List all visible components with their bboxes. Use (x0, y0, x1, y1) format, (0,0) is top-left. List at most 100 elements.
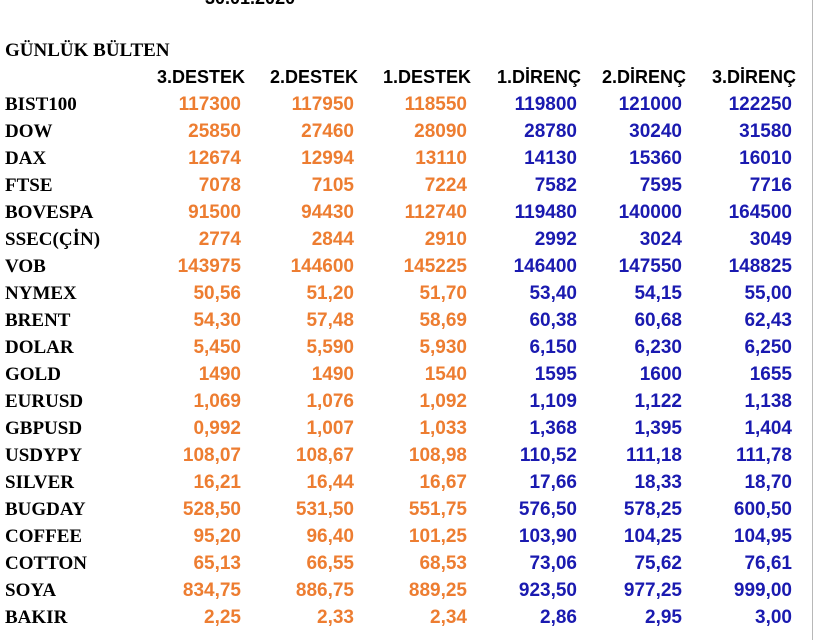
levels-table: 3.DESTEK 2.DESTEK 1.DESTEK 1.DİRENÇ 2.Dİ… (0, 64, 804, 631)
support-value: 96,40 (306, 526, 354, 547)
table-row: DOW 25850 27460 28090 28780 30240 31580 (0, 118, 804, 145)
instrument-name: SSEC(ÇİN) (5, 229, 101, 250)
resistance-value: 3,00 (755, 607, 792, 628)
support-value: 5,590 (306, 337, 354, 358)
instrument-name: USDYPY (5, 445, 83, 466)
resistance-value: 54,15 (634, 283, 682, 304)
table-row: EURUSD 1,069 1,076 1,092 1,109 1,122 1,138 (0, 388, 804, 415)
resistance-value: 122250 (728, 94, 792, 115)
resistance-value: 119480 (514, 202, 577, 223)
resistance-value: 73,06 (529, 553, 577, 574)
support-value: 2844 (311, 229, 354, 250)
support-value: 57,48 (306, 310, 354, 331)
resistance-value: 1,395 (634, 418, 682, 439)
instrument-name: BUGDAY (5, 499, 86, 520)
support-value: 16,44 (306, 472, 354, 493)
resistance-value: 3049 (749, 229, 792, 250)
instrument-name: BIST100 (5, 94, 77, 115)
support-value: 1,076 (306, 391, 354, 412)
resistance-value: 119800 (514, 94, 577, 115)
support-value: 5,450 (193, 337, 241, 358)
col-header-resistance-2: 2.DİRENÇ (601, 67, 686, 87)
support-value: 2,25 (204, 607, 241, 628)
resistance-value: 18,33 (634, 472, 682, 493)
resistance-value: 31580 (739, 121, 792, 142)
support-value: 1490 (311, 364, 354, 385)
table-row: NYMEX 50,56 51,20 51,70 53,40 54,15 55,00 (0, 280, 804, 307)
resistance-value: 164500 (728, 202, 792, 223)
instrument-name: DOW (5, 121, 53, 142)
table-row: COTTON 65,13 66,55 68,53 73,06 75,62 76,61 (0, 550, 804, 577)
col-header-support-2: 2.DESTEK (269, 67, 358, 87)
support-value: 531,50 (295, 499, 354, 520)
table-row: COFFEE 95,20 96,40 101,25 103,90 104,25 104,95 (0, 523, 804, 550)
support-value: 1540 (424, 364, 467, 385)
col-header-resistance-3: 3.DİRENÇ (711, 67, 796, 87)
support-value: 112740 (404, 202, 467, 223)
resistance-value: 17,66 (529, 472, 577, 493)
resistance-value: 1,109 (529, 391, 577, 412)
support-value: 12994 (301, 148, 354, 169)
resistance-value: 14130 (524, 148, 577, 169)
resistance-value: 147550 (618, 256, 682, 277)
resistance-value: 148825 (728, 256, 792, 277)
resistance-value: 576,50 (518, 499, 577, 520)
support-value: 94430 (301, 202, 354, 223)
instrument-name: BAKIR (5, 607, 68, 628)
resistance-value: 3024 (639, 229, 682, 250)
instrument-name: DOLAR (5, 337, 74, 358)
resistance-value: 104,95 (733, 526, 792, 547)
support-value: 143975 (177, 256, 241, 277)
table-row: SOYA 834,75 886,75 889,25 923,50 977,25 999,00 (0, 577, 804, 604)
instrument-name: EURUSD (5, 391, 84, 412)
support-value: 117300 (178, 94, 241, 115)
support-value: 101,25 (408, 526, 467, 547)
bulletin-date: 30.01.2020 (205, 0, 295, 9)
support-value: 108,98 (408, 445, 467, 466)
support-value: 145225 (403, 256, 467, 277)
instrument-name: DAX (5, 148, 47, 169)
support-value: 68,53 (419, 553, 467, 574)
resistance-value: 7716 (749, 175, 792, 196)
instrument-name: BRENT (5, 310, 71, 331)
support-value: 16,21 (193, 472, 241, 493)
table-row: SSEC(ÇİN) 2774 2844 2910 2992 3024 3049 (0, 226, 804, 253)
resistance-value: 53,40 (529, 283, 577, 304)
resistance-value: 578,25 (623, 499, 682, 520)
resistance-value: 977,25 (623, 580, 682, 601)
table-row: BUGDAY 528,50 531,50 551,75 576,50 578,25 600,… (0, 496, 804, 523)
resistance-value: 6,230 (634, 337, 682, 358)
resistance-value: 1,404 (744, 418, 792, 439)
support-value: 108,67 (295, 445, 354, 466)
resistance-value: 146400 (513, 256, 577, 277)
resistance-value: 60,38 (529, 310, 577, 331)
resistance-value: 6,150 (529, 337, 577, 358)
resistance-value: 7582 (534, 175, 577, 196)
support-value: 2774 (198, 229, 241, 250)
instrument-name: VOB (5, 256, 46, 277)
resistance-value: 55,00 (744, 283, 792, 304)
table-row: GOLD 1490 1490 1540 1595 1600 1655 (0, 361, 804, 388)
support-value: 16,67 (419, 472, 467, 493)
resistance-value: 2,86 (540, 607, 577, 628)
resistance-value: 1,368 (529, 418, 577, 439)
instrument-name: COTTON (5, 553, 88, 574)
instrument-name: SILVER (5, 472, 75, 493)
table-row: GBPUSD 0,992 1,007 1,033 1,368 1,395 1,404 (0, 415, 804, 442)
support-value: 0,992 (193, 418, 241, 439)
table-row: BAKIR 2,25 2,33 2,34 2,86 2,95 3,00 (0, 604, 804, 631)
table-row: BOVESPA 91500 94430 112740 119480 140000 16450… (0, 199, 804, 226)
table-row: USDYPY 108,07 108,67 108,98 110,52 111,18 111,… (0, 442, 804, 469)
support-value: 50,56 (193, 283, 241, 304)
resistance-value: 923,50 (518, 580, 577, 601)
resistance-value: 1655 (749, 364, 792, 385)
table-row: VOB 143975 144600 145225 146400 147550 148825 (0, 253, 804, 280)
support-value: 108,07 (182, 445, 241, 466)
support-value: 7224 (424, 175, 467, 196)
support-value: 51,20 (306, 283, 354, 304)
support-value: 834,75 (182, 580, 241, 601)
support-value: 27460 (301, 121, 354, 142)
support-value: 54,30 (193, 310, 241, 331)
support-value: 528,50 (182, 499, 241, 520)
resistance-value: 16010 (739, 148, 792, 169)
